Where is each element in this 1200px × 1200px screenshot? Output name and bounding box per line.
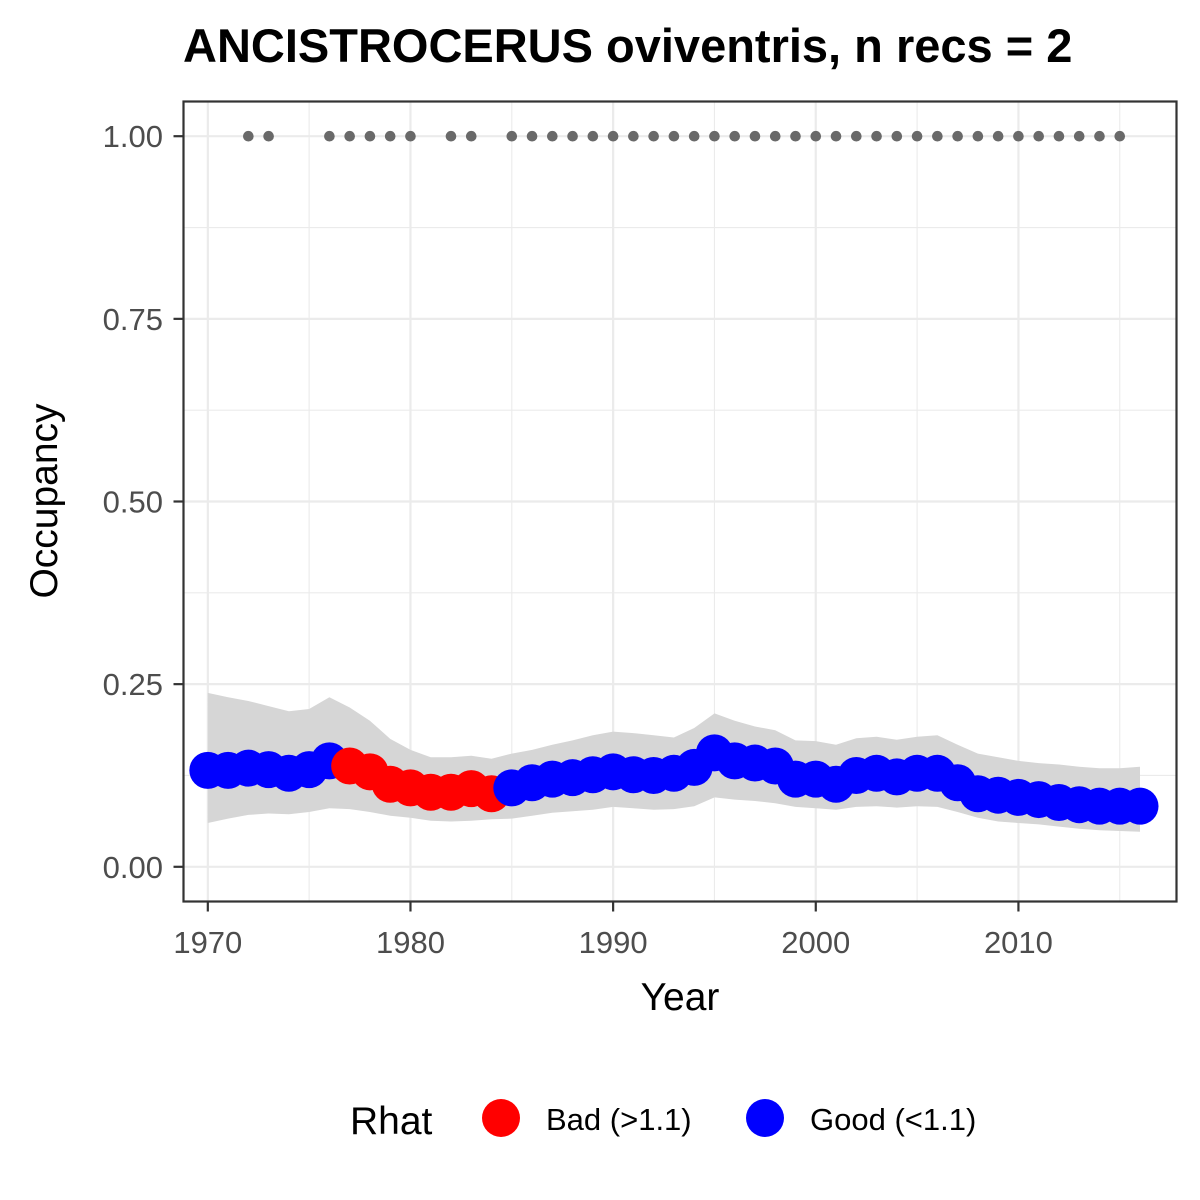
record-point [526,130,538,142]
record-point [972,130,984,142]
record-point [648,130,659,142]
record-point [688,130,700,142]
record-point [1013,130,1024,142]
legend-label-bad: Bad (>1.1) [546,1102,692,1137]
record-point [243,130,254,142]
y-tick-label: 0.25 [103,667,163,702]
record-point [749,130,761,142]
occupancy-point [1121,787,1159,825]
record-point [445,130,457,142]
record-point [1053,130,1065,142]
record-point [830,130,842,142]
record-point [465,130,477,142]
x-tick-label: 1970 [173,925,242,960]
record-point [1033,130,1044,142]
record-point [263,130,274,142]
x-tick-label: 2000 [781,925,850,960]
legend-label-good: Good (<1.1) [810,1102,976,1137]
x-tick-label: 1980 [376,925,445,960]
records-layer [243,130,1126,142]
record-point [405,130,416,142]
y-axis: 0.00 0.25 0.50 0.75 1.00 [103,119,183,885]
y-tick-label: 0.00 [103,850,163,885]
legend-key-bad [482,1099,520,1137]
chart-title: ANCISTROCERUS oviventris, n recs = 2 [183,19,1072,72]
y-tick-label: 0.50 [103,485,163,520]
record-point [607,130,619,142]
record-point [384,130,396,142]
record-point [851,130,862,142]
record-point [932,130,943,142]
record-point [769,130,781,142]
record-point [871,130,882,142]
record-point [567,130,578,142]
record-point [547,130,558,142]
x-axis: 1970 1980 1990 2000 2010 [173,902,1053,960]
panel-border [182,100,1178,903]
legend: Rhat Bad (>1.1) Good (<1.1) [350,1099,976,1143]
record-point [1073,130,1085,142]
record-point [506,130,518,142]
record-point [587,130,599,142]
record-point [668,130,680,142]
legend-key-good [746,1099,784,1137]
record-point [810,130,822,142]
y-tick-label: 1.00 [103,119,163,154]
record-point [324,130,335,142]
record-point [790,130,801,142]
record-point [729,130,741,142]
record-point [891,130,903,142]
y-axis-title: Occupancy [23,403,66,599]
record-point [709,130,720,142]
record-point [628,130,639,142]
record-point [364,130,376,142]
record-point [1114,130,1126,142]
record-point [952,130,963,142]
occupancy-points-layer [189,734,1159,825]
record-point [1094,130,1105,142]
x-axis-title: Year [641,976,720,1019]
y-tick-label: 0.75 [103,302,163,337]
record-point [911,130,923,142]
x-tick-label: 2010 [984,925,1053,960]
record-point [992,130,1004,142]
x-tick-label: 1990 [579,925,648,960]
record-point [344,130,355,142]
legend-title: Rhat [350,1100,433,1143]
